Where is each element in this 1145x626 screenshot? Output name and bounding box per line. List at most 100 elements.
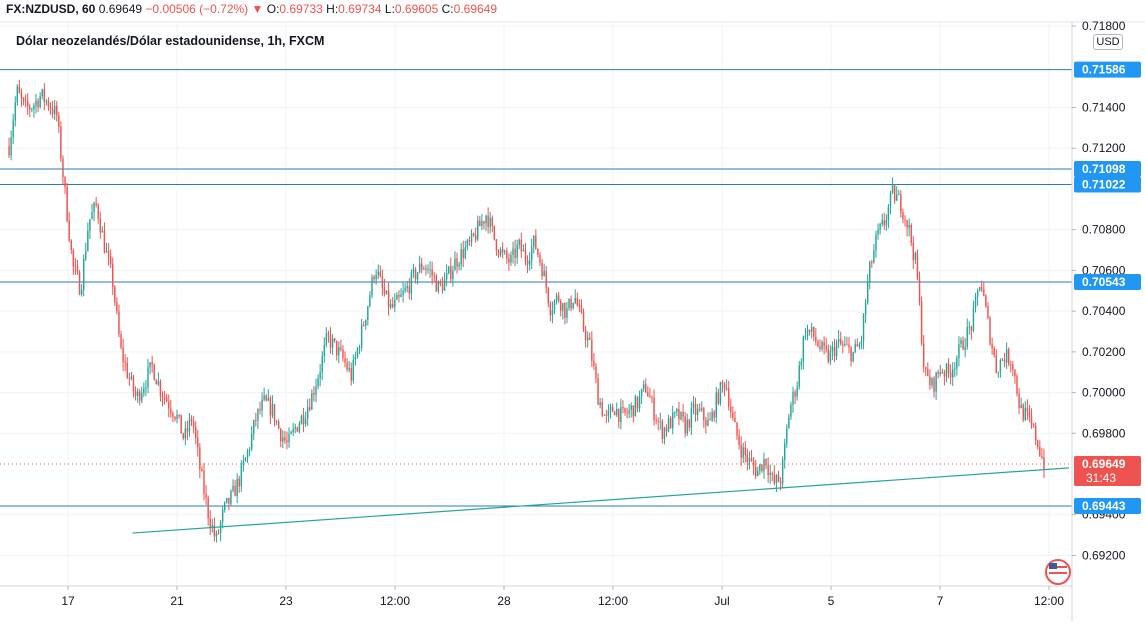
candle: [387, 282, 390, 316]
candle: [313, 386, 315, 402]
candle-body: [481, 221, 483, 227]
candle-body: [300, 415, 303, 425]
candle-body: [528, 260, 531, 265]
candle-body: [323, 344, 326, 356]
candle: [290, 430, 292, 435]
candle-body: [514, 248, 516, 258]
candle-body: [128, 377, 131, 379]
candle-body: [331, 338, 334, 348]
candle-body: [798, 365, 800, 387]
candle: [866, 274, 869, 305]
candle: [589, 332, 591, 341]
candle-body: [642, 384, 645, 389]
candle: [99, 211, 102, 239]
candle: [508, 253, 510, 271]
candle-body: [578, 305, 581, 307]
candle: [929, 369, 931, 390]
candle: [302, 408, 305, 433]
candle-body: [138, 391, 141, 401]
candle-body: [155, 379, 158, 385]
candle-body: [871, 261, 873, 263]
candle: [95, 196, 97, 208]
candle-body: [754, 466, 757, 477]
candle: [553, 299, 556, 315]
candle-body: [638, 396, 641, 409]
candle-body: [311, 393, 313, 410]
candle: [174, 416, 176, 422]
candle: [381, 269, 384, 296]
candle: [184, 421, 187, 446]
candle: [740, 436, 742, 466]
candle-body: [813, 326, 815, 337]
candle: [383, 278, 386, 297]
candle-body: [10, 137, 12, 156]
candle: [744, 441, 747, 463]
candle-body: [192, 421, 195, 427]
currency-badge[interactable]: USD: [1093, 34, 1123, 50]
candle: [657, 417, 659, 431]
candle-body: [883, 220, 885, 226]
candle: [860, 335, 863, 350]
candle-body: [680, 411, 682, 420]
candle: [12, 113, 14, 145]
candle-body: [369, 295, 371, 307]
candle: [634, 394, 637, 417]
candle-body: [381, 276, 384, 288]
candle-body: [823, 341, 825, 346]
candle-body: [141, 393, 143, 401]
candle-body: [972, 308, 975, 331]
candle: [267, 389, 270, 402]
candle-body: [290, 432, 292, 434]
candle: [970, 325, 973, 340]
candle: [147, 359, 149, 394]
candle: [966, 318, 968, 351]
candle: [265, 394, 267, 402]
candle: [927, 362, 929, 377]
candle-body: [887, 206, 890, 221]
candle-body: [120, 334, 122, 348]
candle: [873, 243, 875, 264]
candle: [765, 458, 767, 470]
candle: [611, 403, 614, 413]
candle: [273, 403, 276, 427]
candle-body: [159, 381, 162, 396]
candle: [1034, 422, 1037, 446]
candle: [757, 466, 759, 477]
candle: [1003, 352, 1006, 368]
candle-body: [431, 269, 433, 276]
candle: [723, 381, 726, 397]
candle: [945, 362, 948, 383]
candle: [180, 414, 182, 434]
candle: [995, 349, 997, 374]
candle-body: [460, 249, 462, 265]
candle: [1007, 347, 1010, 367]
candle-body: [495, 239, 498, 252]
candle-body: [978, 287, 981, 291]
candle-body: [848, 344, 850, 348]
candle: [136, 388, 139, 403]
candle-body: [684, 416, 686, 434]
candle-body: [589, 337, 591, 341]
candle: [674, 411, 676, 419]
candle: [296, 426, 299, 433]
candle: [815, 327, 817, 346]
candle: [839, 331, 842, 346]
candle-body: [895, 194, 898, 201]
candle: [491, 215, 494, 232]
candle: [452, 265, 454, 287]
candle-body: [582, 312, 585, 330]
candle: [559, 298, 562, 317]
candle: [199, 442, 201, 479]
candle: [593, 353, 595, 370]
candle-body: [450, 266, 452, 280]
candle-body: [226, 497, 228, 503]
legend-row: FX:NZDUSD, 60 0.69649 −0.00506 (−0.72%) …: [6, 2, 497, 16]
candle: [821, 340, 823, 352]
candle-body: [261, 399, 263, 411]
candle: [394, 293, 396, 313]
candle: [902, 208, 904, 224]
candle-body: [983, 289, 985, 296]
candle: [972, 300, 975, 333]
y-tick-label: 0.70600: [1082, 263, 1126, 277]
candle: [557, 291, 560, 303]
